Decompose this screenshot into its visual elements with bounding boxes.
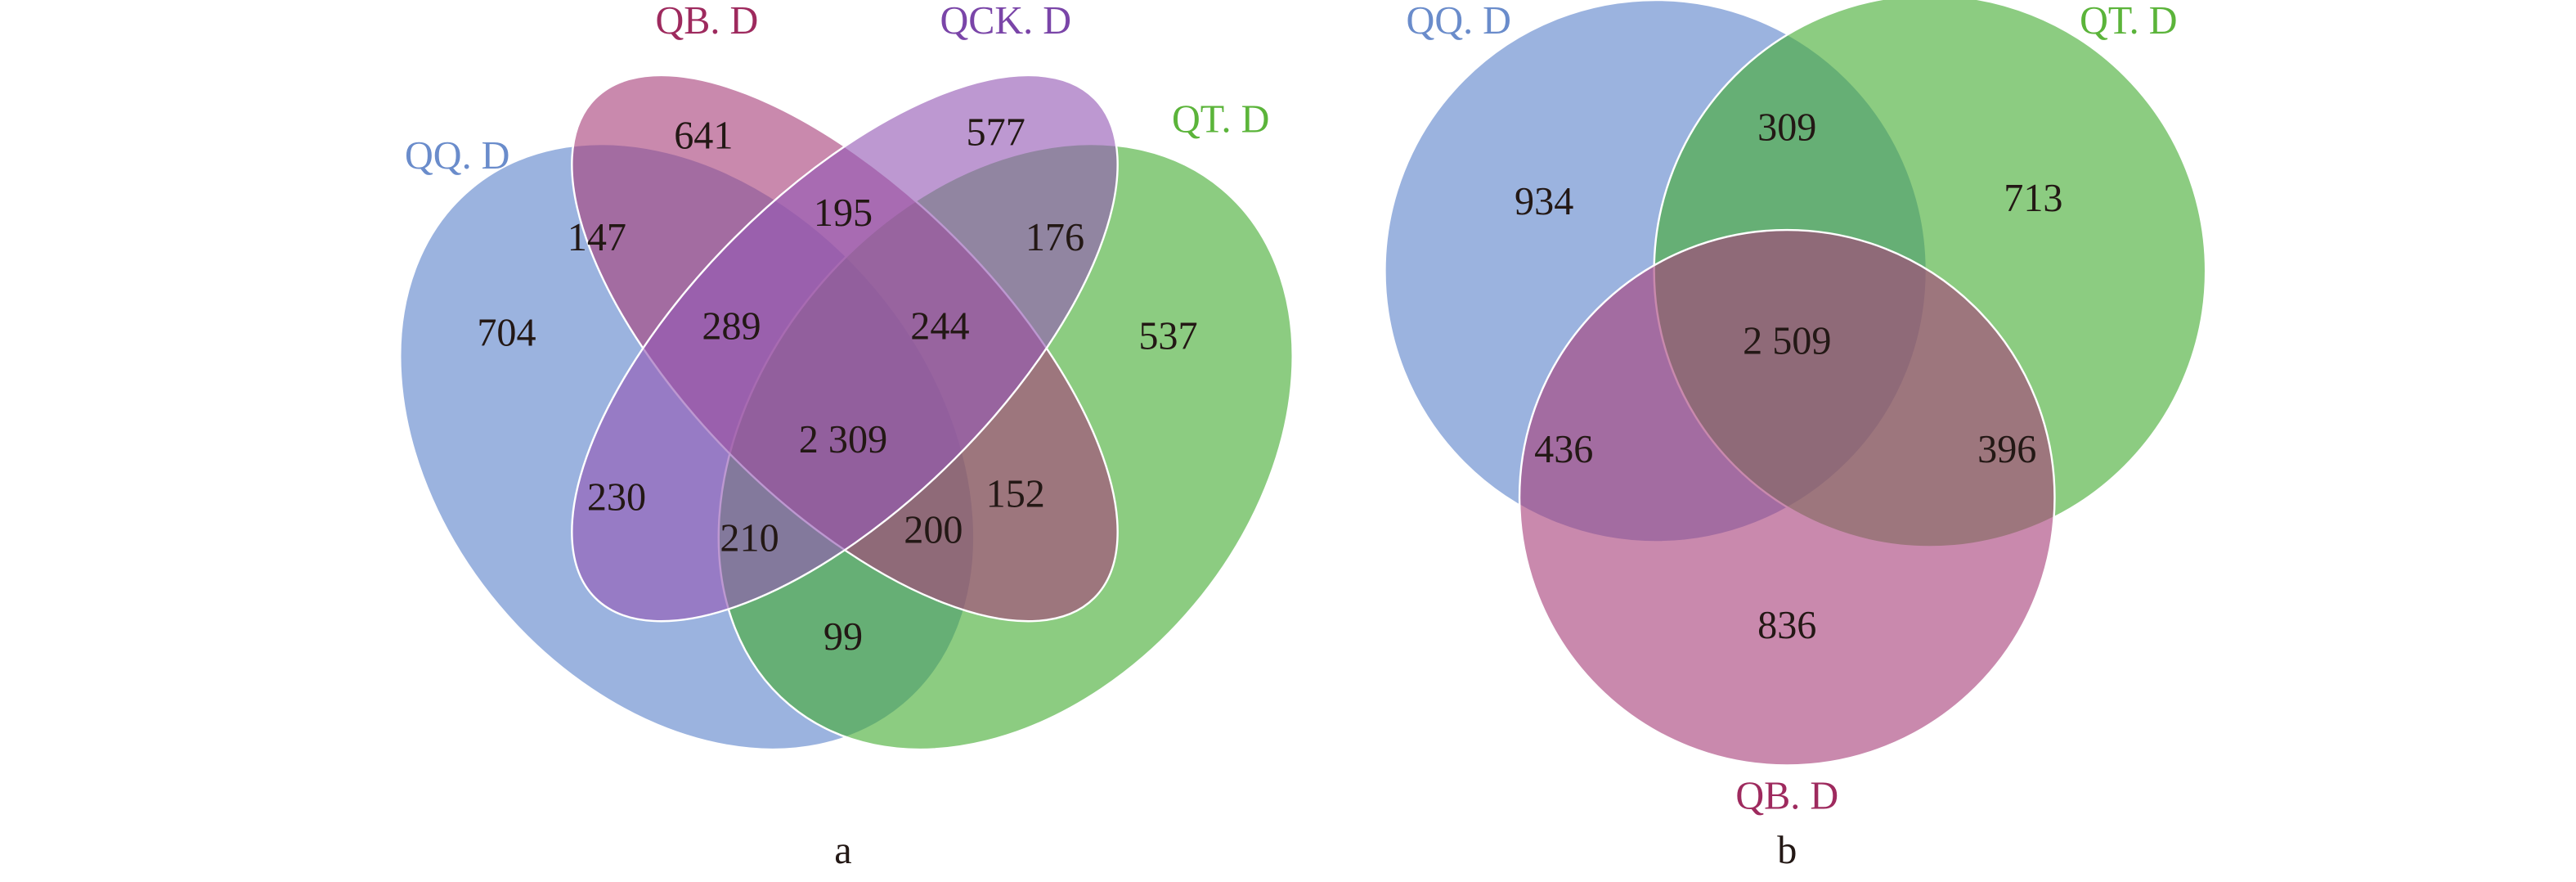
region-count: 577 xyxy=(967,111,1025,155)
venn-a: QQ. D QB. D QCK. D QT. D 641 577 147 195… xyxy=(399,0,1294,872)
region-count: 195 xyxy=(814,191,873,235)
set-label-qb: QB. D xyxy=(655,0,758,43)
region-count: 289 xyxy=(702,305,761,349)
region-count: 244 xyxy=(910,305,969,349)
region-count: 147 xyxy=(568,216,626,259)
region-count: 396 xyxy=(1977,428,2036,471)
set-label-qq: QQ. D xyxy=(1407,0,1511,43)
panel-caption-b: b xyxy=(1777,829,1797,872)
region-count: 2 309 xyxy=(799,418,887,461)
set-label-qq: QQ. D xyxy=(405,134,509,178)
region-count: 836 xyxy=(1757,604,1816,647)
region-count: 2 509 xyxy=(1743,320,1831,363)
region-count: 537 xyxy=(1138,315,1197,358)
set-label-qt: QT. D xyxy=(1172,98,1269,142)
region-count: 436 xyxy=(1534,428,1593,471)
set-circle-qb xyxy=(1518,228,2056,767)
region-count: 176 xyxy=(1025,216,1084,259)
region-count: 704 xyxy=(477,312,536,355)
venn-b: QQ. D QT. D QB. D 934 309 713 2 509 436 … xyxy=(1384,0,2207,872)
region-count: 200 xyxy=(904,508,963,551)
region-count: 641 xyxy=(674,115,733,158)
set-label-qb: QB. D xyxy=(1735,775,1838,818)
set-ellipse-qck xyxy=(571,74,1119,623)
region-count: 210 xyxy=(720,517,779,560)
panel-caption-a: a xyxy=(834,829,851,872)
region-count: 713 xyxy=(2004,177,2062,220)
region-count: 230 xyxy=(587,475,646,519)
region-count: 934 xyxy=(1515,180,1573,223)
set-label-qck: QCK. D xyxy=(940,0,1071,43)
region-count: 99 xyxy=(824,615,863,659)
set-label-qt: QT. D xyxy=(2080,0,2177,43)
region-count: 309 xyxy=(1757,106,1816,150)
region-count: 152 xyxy=(986,472,1045,515)
